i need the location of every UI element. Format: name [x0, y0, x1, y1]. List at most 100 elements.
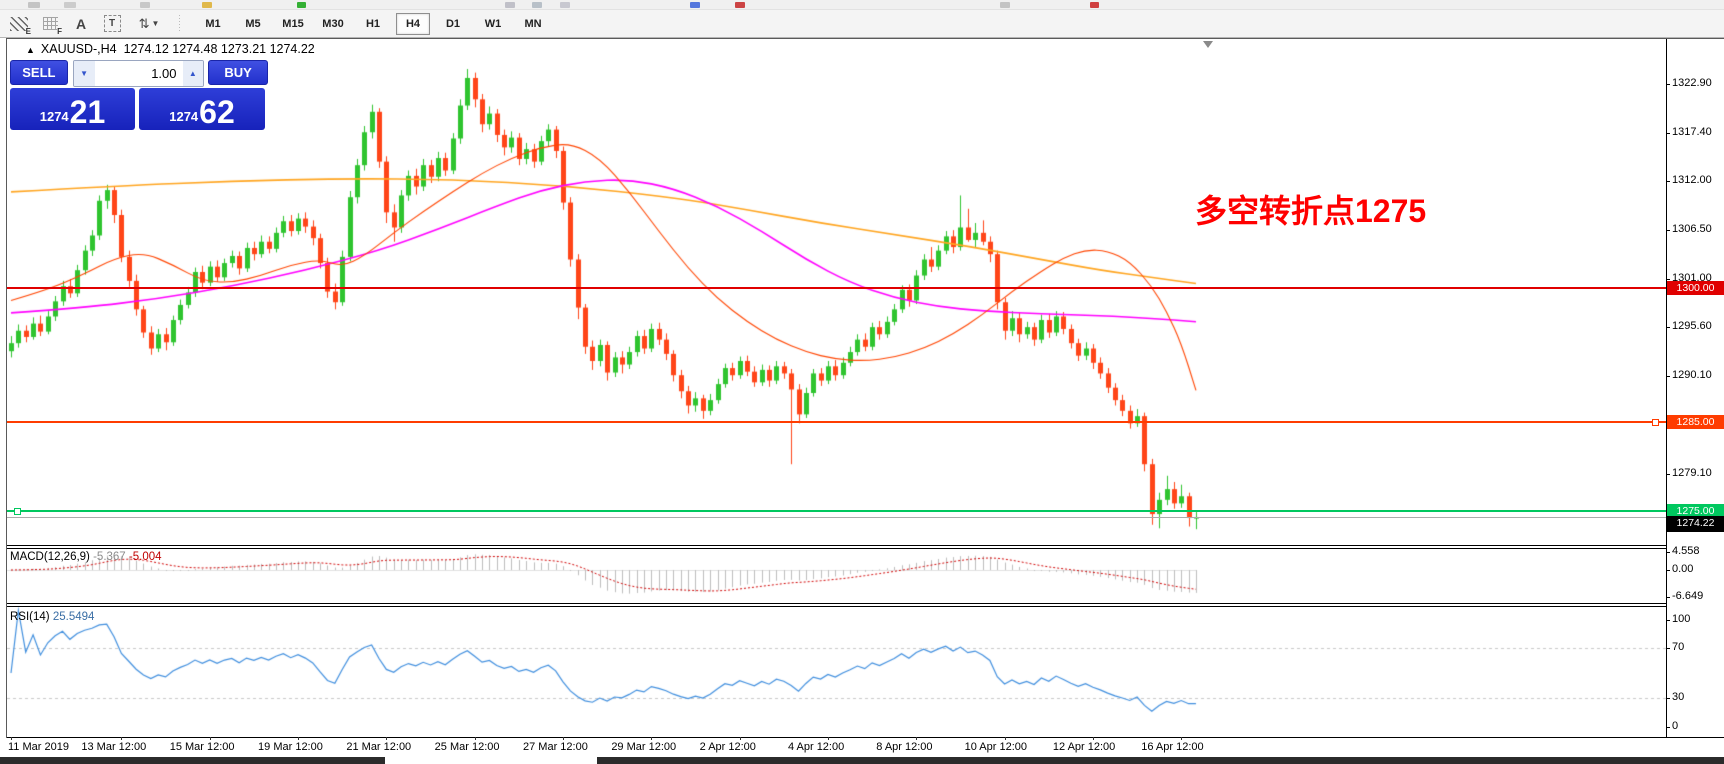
price-level-badge: 1300.00 [1667, 281, 1724, 295]
date-label: 25 Mar 12:00 [434, 741, 500, 753]
sell-button[interactable]: SELL [10, 60, 68, 85]
hatch-icon [10, 16, 28, 31]
horizontal-level-line[interactable] [7, 509, 1666, 512]
pane-separator[interactable] [7, 545, 1666, 546]
price-axis-tick [1666, 327, 1670, 329]
macd-axis-label: 0.00 [1672, 563, 1694, 575]
price-axis-label: 1312.00 [1672, 174, 1712, 187]
clipped-icon [505, 2, 515, 8]
timeframe-button-M5[interactable]: M5 [245, 17, 261, 30]
tool-sub-label: E [25, 26, 31, 36]
macd-plot[interactable] [7, 549, 1666, 603]
rsi-axis-label: 70 [1672, 641, 1685, 653]
window-bottom-edge [0, 757, 385, 764]
macd-axis-tick [1666, 570, 1670, 571]
time-axis-tick [121, 737, 123, 740]
timeframe-button-H4[interactable]: H4 [396, 12, 430, 35]
line-handle[interactable] [14, 507, 21, 515]
date-label: 15 Mar 12:00 [169, 741, 235, 753]
volume-decrease-button[interactable]: ▼ [73, 61, 95, 86]
date-label: 11 Mar 2019 [8, 741, 69, 753]
time-axis-tick [386, 737, 388, 740]
grid-icon [42, 17, 58, 30]
time-axis-tick [739, 737, 741, 740]
volume-stepper: ▼ ▲ [72, 60, 205, 87]
pane-separator[interactable] [7, 548, 1666, 549]
timeframe-button-M30[interactable]: M30 [322, 17, 344, 30]
chart-title: ▲ XAUUSD-,H4 1274.12 1274.48 1273.21 1274… [26, 42, 315, 56]
clipped-icon [202, 2, 212, 8]
time-axis-tick [916, 737, 918, 740]
line-handle[interactable] [1652, 418, 1659, 426]
text-box-tool-icon[interactable]: T [100, 13, 124, 35]
price-axis-label: 1279.10 [1672, 467, 1712, 479]
chart-text-annotation[interactable]: 多空转折点1275 [1195, 193, 1427, 229]
arrange-tool-icon[interactable]: ⇅ ▼ [131, 13, 167, 35]
collapse-arrow-icon[interactable]: ▲ [26, 45, 35, 55]
window-bottom-edge [597, 757, 1724, 764]
macd-main-value: -5.367 [93, 551, 126, 563]
price-level-badge: 1285.00 [1667, 414, 1724, 429]
pane-separator[interactable] [7, 603, 1666, 604]
timeframe-button-H1[interactable]: H1 [365, 17, 381, 30]
clipped-icon [297, 2, 306, 8]
rsi-axis-tick [1666, 698, 1670, 699]
rsi-axis-label: 30 [1672, 691, 1685, 703]
time-axis-tick [1004, 737, 1006, 740]
time-axis-tick [298, 737, 300, 740]
chevron-down-icon: ▼ [151, 19, 160, 28]
clipped-icon [690, 2, 700, 8]
time-axis[interactable]: 11 Mar 2019 13 Mar 12:00 15 Mar 12:00 19 Ma… [0, 737, 1724, 757]
rsi-axis-tick [1666, 727, 1670, 728]
clipped-icon [1000, 2, 1010, 8]
volume-increase-button[interactable]: ▲ [182, 61, 204, 86]
timeframe-button-M1[interactable]: M1 [205, 17, 221, 30]
time-axis-tick [1181, 737, 1183, 740]
timeframe-button-W1[interactable]: W1 [484, 17, 502, 30]
buy-price-panel[interactable]: 1274 62 [139, 88, 265, 130]
rsi-axis-label: 0 [1672, 720, 1679, 732]
price-axis-tick [1666, 133, 1670, 135]
chart-toolbar: E F A T ⇅ ▼ M1 M5 M15 M30 H1 H4 D1 W1 MN [0, 10, 1724, 38]
clipped-icon [735, 2, 745, 8]
time-axis-tick [1092, 737, 1094, 740]
volume-input[interactable] [94, 61, 183, 86]
horizontal-level-line[interactable] [7, 420, 1666, 423]
timeframe-button-D1[interactable]: D1 [445, 17, 461, 30]
buy-price-small: 1274 [169, 109, 199, 124]
buy-price-big: 62 [199, 94, 235, 130]
grid-tool-icon[interactable]: F [38, 13, 62, 36]
indicators-tool-icon[interactable]: E [7, 13, 31, 36]
price-axis-tick [1666, 230, 1670, 232]
price-axis-label: 1306.50 [1672, 223, 1712, 236]
date-label: 19 Mar 12:00 [258, 741, 323, 753]
timeframe-buttons: M1 M5 M15 M30 H1 H4 D1 W1 MN [190, 12, 550, 35]
time-axis-tick [209, 737, 211, 740]
price-axis-tick [1666, 376, 1670, 378]
text-label-tool-icon[interactable]: A [69, 13, 93, 35]
rsi-axis-tick [1666, 620, 1670, 621]
rsi-value: 25.5494 [52, 611, 95, 623]
buy-button[interactable]: BUY [208, 60, 268, 85]
timeframe-button-MN[interactable]: MN [524, 17, 542, 30]
price-chart-plot[interactable] [7, 40, 1666, 545]
ohlc-values: 1274.12 1274.48 1273.21 1274.22 [123, 42, 315, 56]
price-axis-divider[interactable] [1666, 39, 1667, 737]
date-label: 27 Mar 12:00 [523, 741, 588, 753]
time-axis-tick [11, 737, 12, 740]
letter-a-icon: A [75, 15, 87, 32]
date-label: 21 Mar 12:00 [346, 741, 412, 753]
sell-price-panel[interactable]: 1274 21 [10, 88, 135, 130]
timeframe-button-M15[interactable]: M15 [282, 17, 304, 30]
clipped-icon [28, 2, 40, 8]
price-axis-label: 1322.90 [1672, 77, 1712, 90]
bid-price-badge: 1274.22 [1667, 516, 1724, 531]
horizontal-level-line[interactable] [7, 287, 1666, 289]
rsi-plot[interactable] [7, 607, 1666, 737]
price-axis-tick [1666, 474, 1670, 475]
date-label: 16 Apr 12:00 [1141, 741, 1204, 753]
boxed-t-icon: T [103, 15, 121, 32]
pane-separator[interactable] [7, 606, 1666, 607]
price-axis-label: 1317.40 [1672, 126, 1712, 139]
date-label: 2 Apr 12:00 [699, 741, 756, 753]
